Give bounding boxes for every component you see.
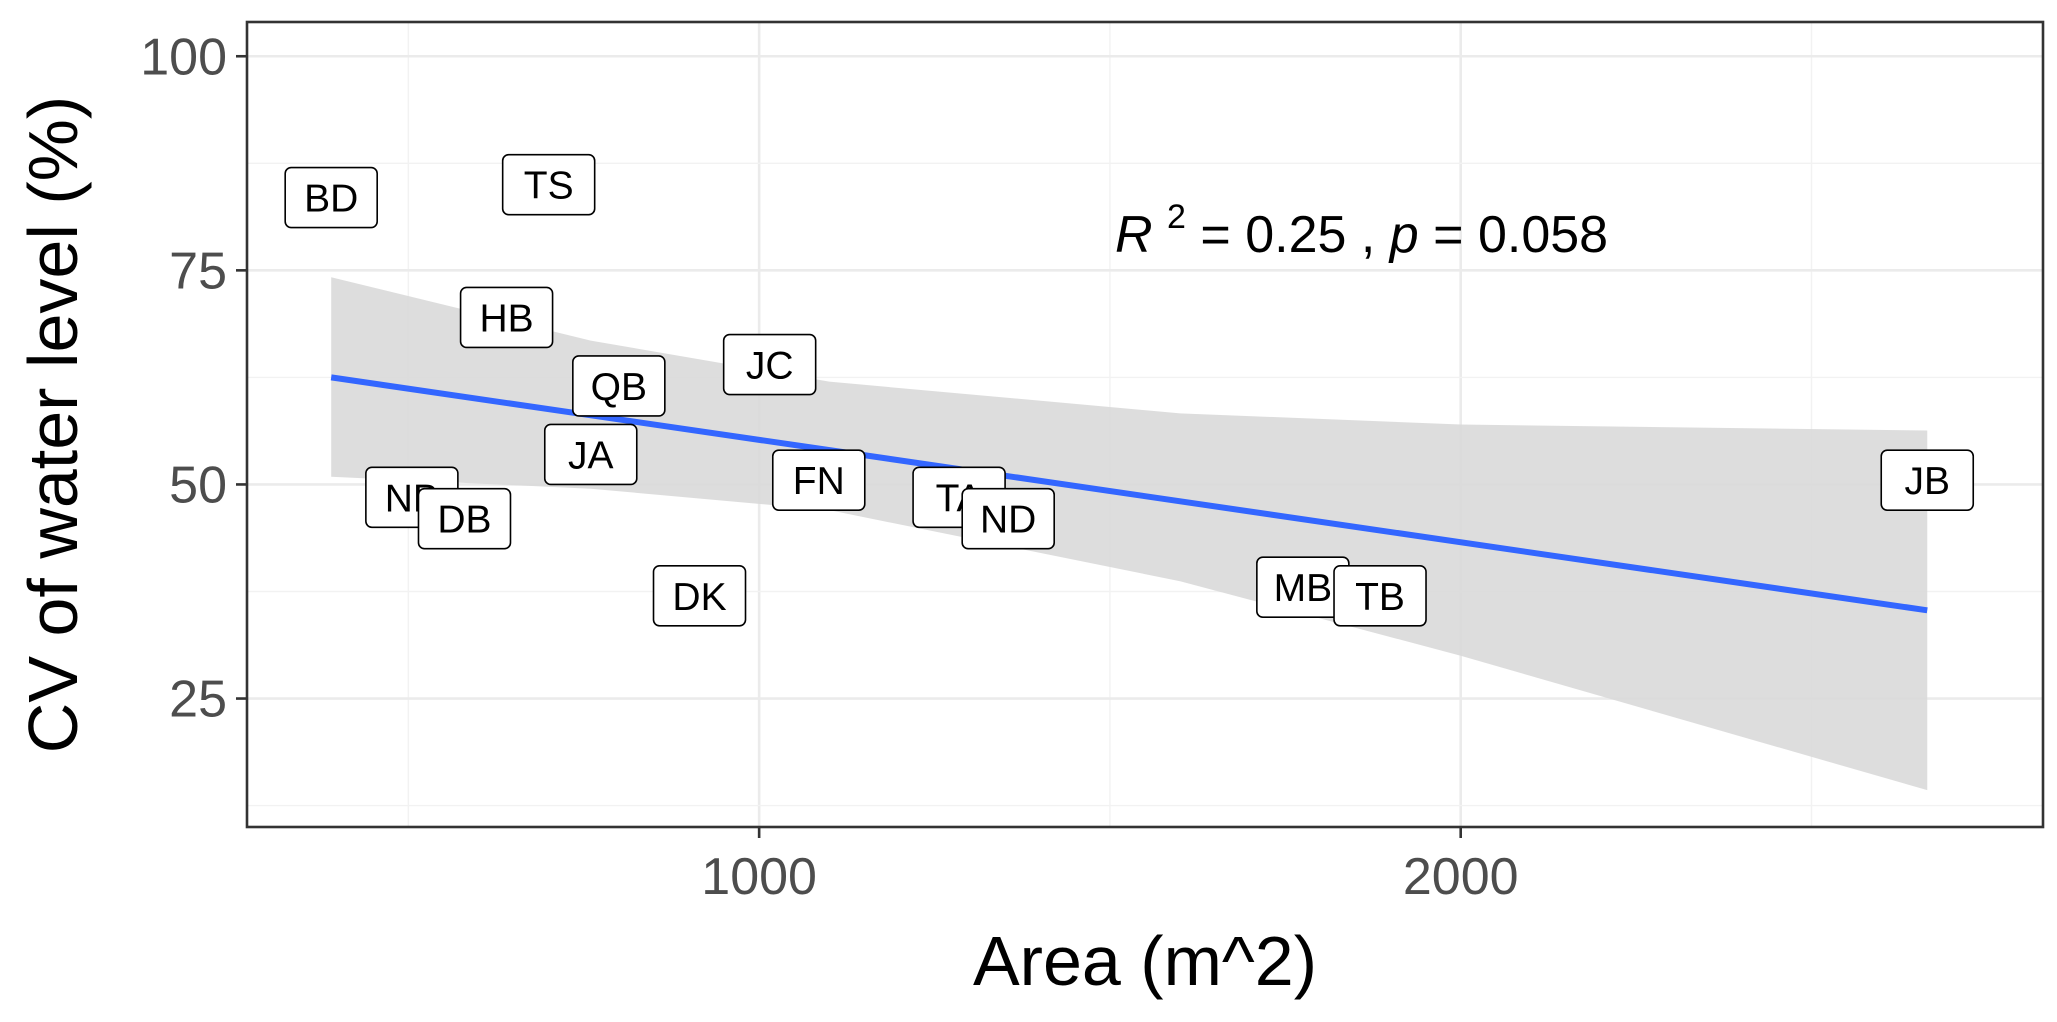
point-label-box — [572, 355, 666, 417]
point-label-ja: JA — [543, 423, 638, 486]
point-label-text: TS — [524, 165, 574, 208]
point-label-tb: TB — [1333, 564, 1427, 627]
point-label-text: MB — [1274, 567, 1333, 610]
r-exponent: 2 — [1167, 198, 1186, 236]
point-label-text: JB — [1904, 460, 1950, 503]
point-label-mb: MB — [1256, 556, 1350, 619]
point-label-text: JA — [568, 434, 614, 477]
point-label-text: DB — [437, 499, 491, 542]
point-label-fn: FN — [771, 449, 866, 511]
point-label-bd: BD — [284, 166, 378, 229]
point-label-hb: HB — [459, 286, 554, 349]
y-tick-label: 25 — [169, 671, 227, 729]
r-value: = 0.25 , — [1200, 206, 1389, 264]
point-label-box — [722, 333, 817, 396]
point-label-text: TB — [1355, 576, 1405, 619]
point-label-text: QB — [591, 366, 647, 409]
point-label-jc: JC — [722, 333, 817, 396]
point-label-box — [652, 564, 747, 627]
x-tick-label: 2000 — [1403, 848, 1519, 906]
panel-border — [245, 20, 2045, 829]
point-label-box — [459, 286, 554, 349]
confidence-band-area — [331, 277, 1928, 791]
point-label-box — [417, 487, 512, 550]
y-axis-ticks: 25 50 75 100 — [140, 28, 247, 729]
point-label-text: BD — [304, 178, 358, 221]
x-tick-label: 1000 — [701, 848, 817, 906]
confidence-band — [331, 277, 1928, 791]
point-label-box — [771, 449, 866, 511]
point-label-box — [543, 423, 638, 486]
point-label-box — [1880, 449, 1975, 511]
p-symbol: p — [1388, 206, 1419, 264]
y-tick-label: 75 — [169, 242, 227, 300]
point-label-text: ND — [980, 499, 1036, 542]
point-label-nd: ND — [961, 487, 1055, 550]
point-label-text: HB — [479, 297, 533, 340]
point-label-text: DK — [672, 576, 726, 619]
point-label-db: DB — [417, 487, 512, 550]
point-label-jb: JB — [1880, 449, 1975, 511]
point-label-qb: QB — [572, 355, 666, 417]
x-axis-ticks: 1000 2000 — [701, 827, 1519, 906]
y-axis-title: CV of water level (%) — [14, 96, 92, 753]
y-tick-label: 50 — [169, 456, 227, 514]
r-symbol: R — [1115, 206, 1153, 264]
y-tick-label: 100 — [140, 28, 227, 86]
point-label-box — [284, 166, 378, 229]
point-label-dk: DK — [652, 564, 747, 627]
p-value: = 0.058 — [1433, 206, 1608, 264]
point-label-text: JC — [746, 345, 794, 388]
x-axis-title: Area (m^2) — [973, 922, 1317, 1000]
point-label-text: FN — [793, 460, 845, 503]
point-label-ts: TS — [501, 153, 596, 216]
point-label-box — [1333, 564, 1427, 627]
regression-annotation: R 2 = 0.25 , p = 0.058 — [1115, 182, 1608, 264]
point-label-box — [501, 153, 596, 216]
point-label-box — [961, 487, 1055, 550]
